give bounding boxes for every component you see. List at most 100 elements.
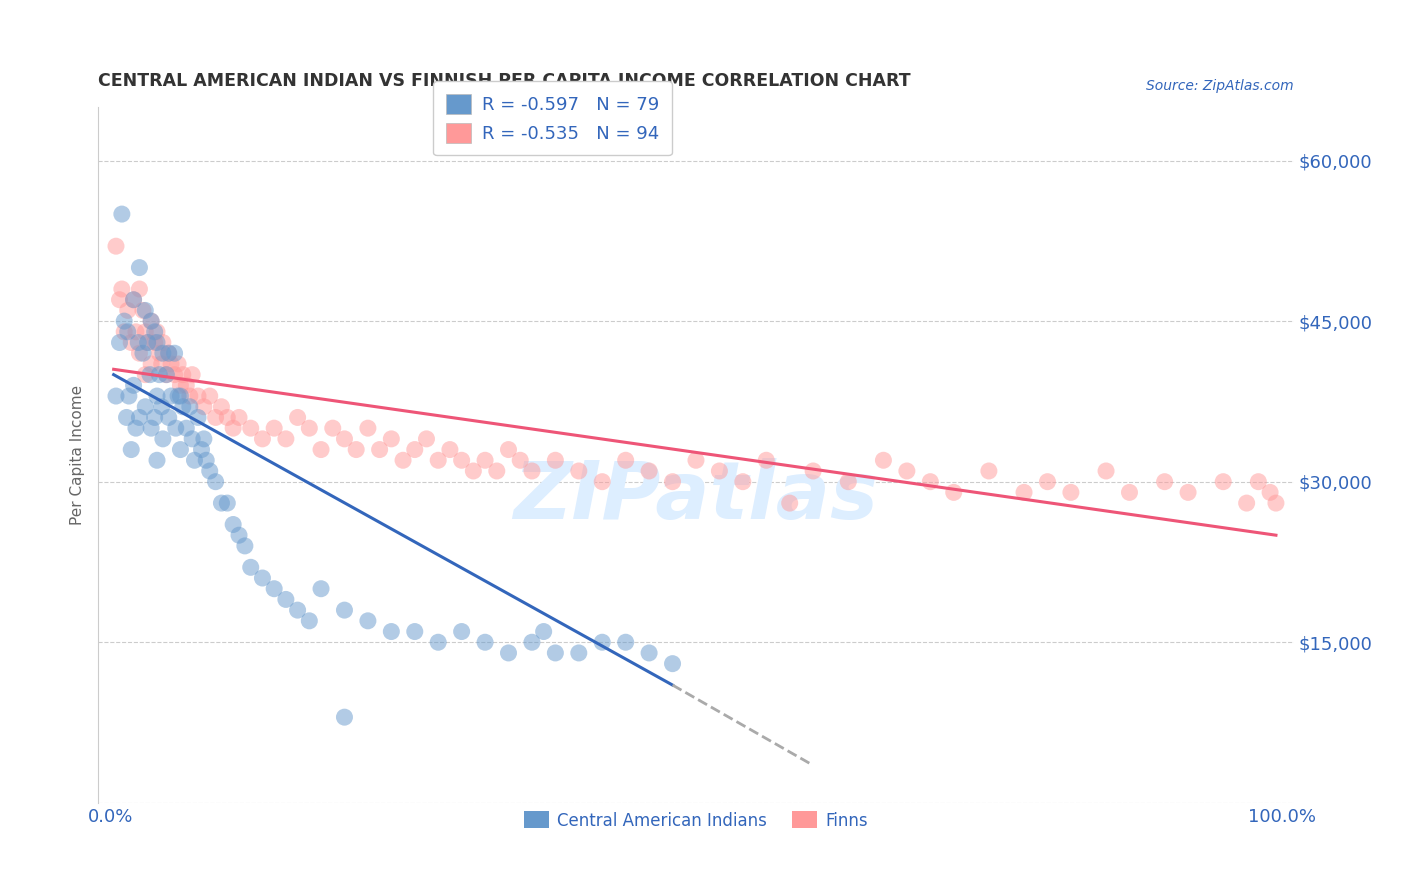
- Point: [183, 453, 205, 467]
- Point: [942, 485, 965, 500]
- Point: [165, 421, 187, 435]
- Point: [614, 453, 637, 467]
- Point: [157, 346, 180, 360]
- Point: [128, 346, 150, 360]
- Point: [146, 325, 169, 339]
- Point: [163, 346, 186, 360]
- Point: [146, 453, 169, 467]
- Point: [193, 400, 215, 414]
- Point: [111, 207, 134, 221]
- Point: [139, 368, 162, 382]
- Point: [193, 432, 215, 446]
- Point: [181, 368, 204, 382]
- Point: [439, 442, 461, 457]
- Point: [211, 400, 233, 414]
- Point: [179, 389, 201, 403]
- Point: [155, 368, 177, 382]
- Point: [333, 432, 356, 446]
- Point: [157, 410, 180, 425]
- Point: [141, 357, 163, 371]
- Point: [187, 410, 209, 425]
- Point: [427, 453, 450, 467]
- Point: [143, 335, 166, 350]
- Point: [287, 603, 309, 617]
- Point: [150, 400, 173, 414]
- Point: [309, 442, 332, 457]
- Point: [239, 421, 262, 435]
- Point: [1247, 475, 1270, 489]
- Point: [125, 325, 148, 339]
- Point: [485, 464, 508, 478]
- Point: [498, 646, 520, 660]
- Point: [105, 389, 128, 403]
- Point: [125, 421, 148, 435]
- Point: [801, 464, 824, 478]
- Point: [222, 517, 245, 532]
- Point: [141, 314, 163, 328]
- Point: [427, 635, 450, 649]
- Point: [1060, 485, 1083, 500]
- Point: [122, 293, 145, 307]
- Point: [1012, 485, 1035, 500]
- Point: [117, 303, 139, 318]
- Point: [661, 657, 683, 671]
- Point: [228, 528, 250, 542]
- Point: [450, 624, 472, 639]
- Point: [872, 453, 894, 467]
- Point: [122, 378, 145, 392]
- Point: [661, 475, 683, 489]
- Point: [181, 432, 204, 446]
- Point: [128, 410, 150, 425]
- Text: Source: ZipAtlas.com: Source: ZipAtlas.com: [1146, 79, 1294, 93]
- Point: [118, 389, 141, 403]
- Point: [195, 453, 218, 467]
- Point: [404, 442, 426, 457]
- Point: [333, 603, 356, 617]
- Point: [148, 368, 170, 382]
- Point: [614, 635, 637, 649]
- Point: [120, 335, 142, 350]
- Point: [148, 346, 170, 360]
- Point: [174, 378, 197, 392]
- Point: [368, 442, 391, 457]
- Point: [134, 400, 156, 414]
- Point: [134, 303, 156, 318]
- Point: [204, 410, 226, 425]
- Point: [143, 325, 166, 339]
- Point: [105, 239, 128, 253]
- Point: [150, 357, 173, 371]
- Point: [169, 442, 191, 457]
- Point: [568, 464, 591, 478]
- Point: [112, 325, 135, 339]
- Point: [309, 582, 332, 596]
- Point: [141, 421, 163, 435]
- Point: [1212, 475, 1234, 489]
- Point: [143, 410, 166, 425]
- Point: [333, 710, 356, 724]
- Point: [380, 624, 402, 639]
- Point: [211, 496, 233, 510]
- Point: [252, 571, 274, 585]
- Point: [134, 368, 156, 382]
- Point: [198, 464, 221, 478]
- Point: [533, 624, 555, 639]
- Point: [638, 464, 661, 478]
- Point: [322, 421, 344, 435]
- Point: [217, 496, 239, 510]
- Point: [920, 475, 942, 489]
- Point: [287, 410, 309, 425]
- Point: [263, 421, 285, 435]
- Point: [1118, 485, 1140, 500]
- Point: [204, 475, 226, 489]
- Point: [112, 314, 135, 328]
- Point: [128, 260, 150, 275]
- Point: [187, 389, 209, 403]
- Point: [415, 432, 437, 446]
- Point: [167, 389, 190, 403]
- Point: [160, 389, 183, 403]
- Point: [1258, 485, 1281, 500]
- Point: [152, 432, 174, 446]
- Point: [896, 464, 918, 478]
- Point: [136, 335, 159, 350]
- Point: [111, 282, 134, 296]
